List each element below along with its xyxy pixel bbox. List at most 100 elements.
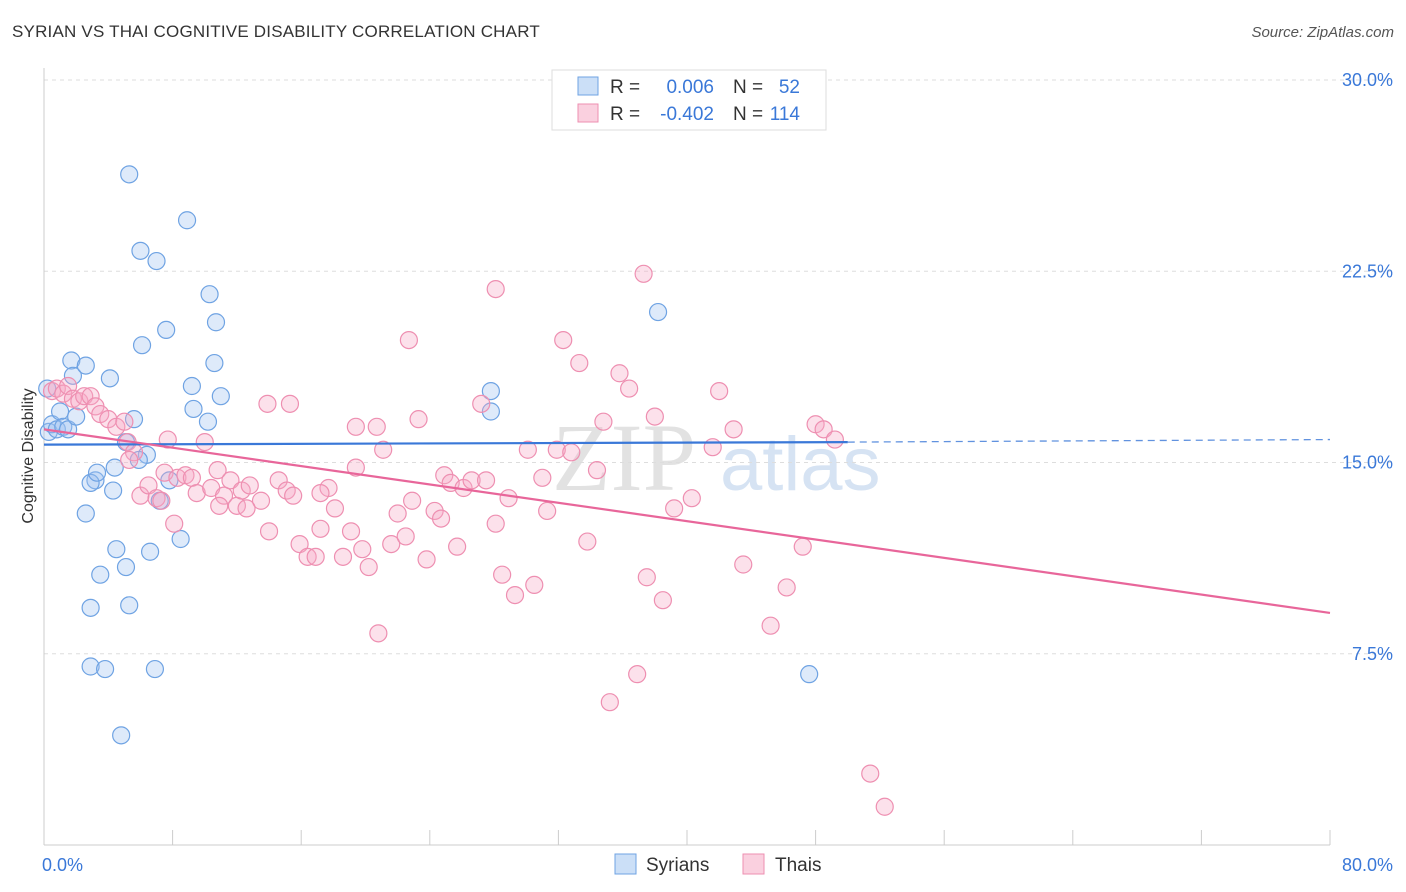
point-thais <box>587 461 607 480</box>
y-tick-label: 30.0% <box>1342 70 1393 90</box>
point-syrians <box>140 542 160 561</box>
point-thais <box>554 331 573 350</box>
point-thais <box>793 537 812 556</box>
point-thais <box>214 486 234 505</box>
point-thais <box>533 468 552 487</box>
chart-title: SYRIAN VS THAI COGNITIVE DISABILITY CORR… <box>12 22 540 41</box>
point-syrians <box>81 473 100 492</box>
point-thais <box>325 499 345 518</box>
stats-legend: R = 0.006 N = 52 R = -0.402 N = 114 <box>551 69 827 131</box>
point-thais <box>147 489 166 508</box>
point-thais <box>610 364 629 383</box>
point-thais <box>70 392 89 411</box>
point-thais <box>259 522 279 541</box>
point-thais <box>258 394 277 413</box>
legend-r-value-thais: -0.402 <box>660 104 714 125</box>
point-thais <box>182 468 201 487</box>
point-thais <box>825 430 844 449</box>
x-tick-label: 80.0% <box>1342 855 1393 875</box>
point-thais <box>165 514 184 533</box>
point-thais <box>620 379 639 398</box>
point-thais <box>353 540 372 559</box>
point-syrians <box>50 402 70 421</box>
point-thais <box>594 412 613 431</box>
point-thais <box>538 501 557 521</box>
point-thais <box>777 578 796 597</box>
point-syrians <box>116 557 136 577</box>
point-syrians <box>131 241 150 260</box>
point-thais <box>346 417 365 436</box>
point-thais <box>251 491 271 510</box>
point-thais <box>486 280 505 299</box>
legend-r-value-syrians: 0.006 <box>666 77 714 98</box>
point-thais <box>761 616 780 635</box>
trend-lines <box>43 428 1331 615</box>
legend-r-label-thais: R = <box>610 104 640 125</box>
point-thais <box>120 450 139 470</box>
point-syrians <box>171 529 190 549</box>
point-thais <box>311 484 330 503</box>
point-syrians <box>145 659 165 679</box>
point-syrians <box>81 598 100 617</box>
axes <box>43 68 1331 846</box>
point-syrians <box>100 369 120 388</box>
y-tick-label: 7.5% <box>1352 644 1393 664</box>
point-thais <box>578 532 597 551</box>
point-thais <box>367 417 386 436</box>
point-thais <box>280 394 300 413</box>
point-syrians <box>198 412 218 431</box>
point-syrians <box>120 596 139 615</box>
point-syrians <box>177 211 197 230</box>
grid-lines <box>44 79 1395 655</box>
point-syrians <box>105 458 124 477</box>
point-syrians <box>86 471 105 490</box>
point-thais <box>645 407 664 426</box>
point-thais <box>306 547 325 566</box>
point-thais <box>472 394 491 413</box>
point-syrians <box>205 353 224 373</box>
point-thais <box>359 557 378 577</box>
point-syrians <box>76 356 95 375</box>
y-tick-label: 22.5% <box>1342 261 1393 281</box>
point-syrians <box>648 302 668 322</box>
point-thais <box>562 443 581 462</box>
bottom-legend-swatch-syrians <box>614 853 637 875</box>
trend-line-syrians-extension <box>847 438 1331 443</box>
point-thais <box>152 491 171 510</box>
point-thais <box>431 509 451 528</box>
point-syrians <box>481 402 500 421</box>
point-thais <box>486 514 505 533</box>
point-thais <box>547 440 566 459</box>
point-thais <box>525 575 544 595</box>
point-syrians <box>62 351 81 370</box>
point-syrians <box>157 320 176 339</box>
point-thais <box>284 486 303 505</box>
point-thais <box>382 534 401 554</box>
legend-swatch-thais <box>577 103 599 123</box>
point-thais <box>653 591 672 610</box>
point-thais <box>634 264 653 283</box>
chart-source: Source: ZipAtlas.com <box>1251 24 1394 41</box>
point-syrians <box>91 565 110 584</box>
legend-n-label-syrians: N = <box>733 77 763 98</box>
point-thais <box>637 568 656 587</box>
point-syrians <box>147 251 166 271</box>
point-thais <box>600 693 619 712</box>
point-thais <box>341 522 361 541</box>
point-syrians <box>211 387 230 406</box>
point-thais <box>187 484 206 503</box>
point-thais <box>462 471 481 490</box>
point-syrians <box>63 366 83 385</box>
legend-n-value-syrians: 52 <box>779 77 800 98</box>
point-thais <box>875 797 894 816</box>
point-thais <box>240 476 259 495</box>
point-thais <box>388 504 407 523</box>
point-thais <box>399 331 419 350</box>
series-legend: Syrians Thais <box>614 853 821 876</box>
point-thais <box>75 387 94 406</box>
bottom-legend-label-syrians: Syrians <box>646 855 709 876</box>
y-axis-label: Cognitive Disability <box>20 388 37 523</box>
point-thais <box>374 440 393 459</box>
point-thais <box>210 496 229 515</box>
